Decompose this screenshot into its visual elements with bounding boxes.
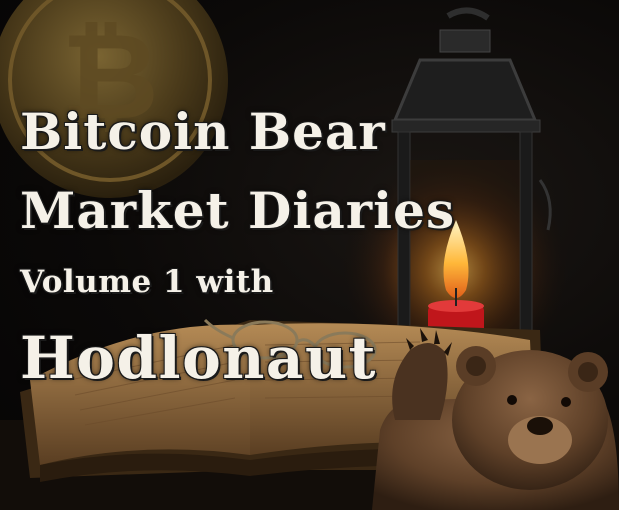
waving-bear-icon <box>372 328 619 510</box>
svg-text:₿: ₿ <box>61 8 159 147</box>
title-line-4: Hodlonaut <box>20 324 377 392</box>
bitcoin-coin-icon: ₿ <box>0 0 228 198</box>
title-line-3: Volume 1 with <box>20 264 274 300</box>
title-line-1: Bitcoin Bear <box>20 102 386 161</box>
glasses-icon <box>203 318 377 369</box>
title-line-2: Market Diaries <box>20 181 456 240</box>
